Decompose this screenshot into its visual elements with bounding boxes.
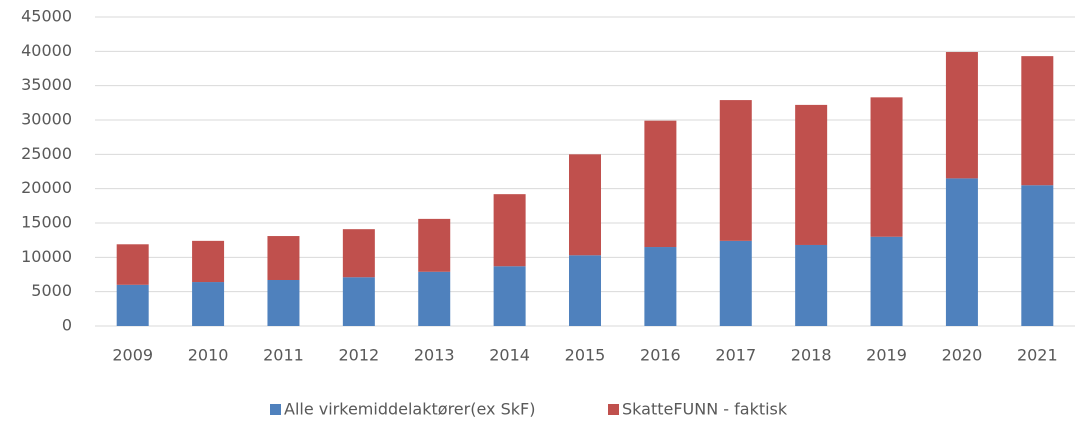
legend-swatch: [270, 404, 281, 415]
bar-segment: [1021, 56, 1054, 186]
x-tick-label: 2014: [489, 346, 530, 365]
bar-segment: [945, 52, 978, 179]
bar-segment: [569, 154, 601, 256]
legend-label: Alle virkemiddelaktører(ex SkF): [284, 400, 535, 419]
x-tick-label: 2018: [791, 346, 832, 365]
bar-segment: [945, 178, 978, 326]
x-tick-label: 2015: [565, 346, 606, 365]
y-tick-label: 15000: [21, 213, 72, 232]
bar-segment: [116, 244, 149, 285]
bar-segment: [192, 240, 225, 283]
y-tick-label: 10000: [21, 247, 72, 266]
bar-segment: [719, 240, 752, 326]
bar-segment: [870, 97, 903, 237]
bar-segment: [267, 279, 300, 326]
bar-segment: [493, 266, 526, 326]
y-tick-label: 5000: [31, 281, 72, 300]
bar-segment: [418, 218, 451, 272]
bar-segment: [644, 247, 677, 326]
y-tick-label: 25000: [21, 144, 72, 163]
y-tick-label: 40000: [21, 41, 72, 60]
bar-segment: [1021, 185, 1054, 326]
x-tick-label: 2009: [112, 346, 153, 365]
bar-segment: [644, 120, 677, 248]
y-tick-label: 45000: [21, 7, 72, 26]
bar-segment: [870, 236, 903, 326]
bar-segment: [192, 282, 225, 326]
bar-segment: [569, 255, 601, 326]
x-tick-label: 2016: [640, 346, 681, 365]
x-tick-label: 2010: [188, 346, 229, 365]
bar-segment: [342, 229, 375, 278]
bar-segment: [795, 244, 828, 326]
y-tick-label: 35000: [21, 75, 72, 94]
x-tick-label: 2017: [715, 346, 756, 365]
bar-segment: [116, 284, 149, 326]
y-tick-label: 20000: [21, 178, 72, 197]
bar-segment: [719, 100, 752, 241]
bar-segment: [267, 236, 300, 280]
x-tick-label: 2019: [866, 346, 907, 365]
y-tick-label: 0: [62, 316, 72, 335]
bar-segment: [795, 104, 828, 245]
x-tick-label: 2011: [263, 346, 304, 365]
bar-segment: [418, 271, 451, 326]
x-tick-label: 2021: [1017, 346, 1058, 365]
x-tick-label: 2013: [414, 346, 455, 365]
bar-segment: [342, 277, 375, 326]
x-tick-label: 2012: [338, 346, 379, 365]
y-tick-label: 30000: [21, 110, 72, 129]
legend-swatch: [608, 404, 619, 415]
x-tick-label: 2020: [942, 346, 983, 365]
legend-label: SkatteFUNN - faktisk: [622, 400, 788, 419]
bar-segment: [493, 194, 526, 267]
